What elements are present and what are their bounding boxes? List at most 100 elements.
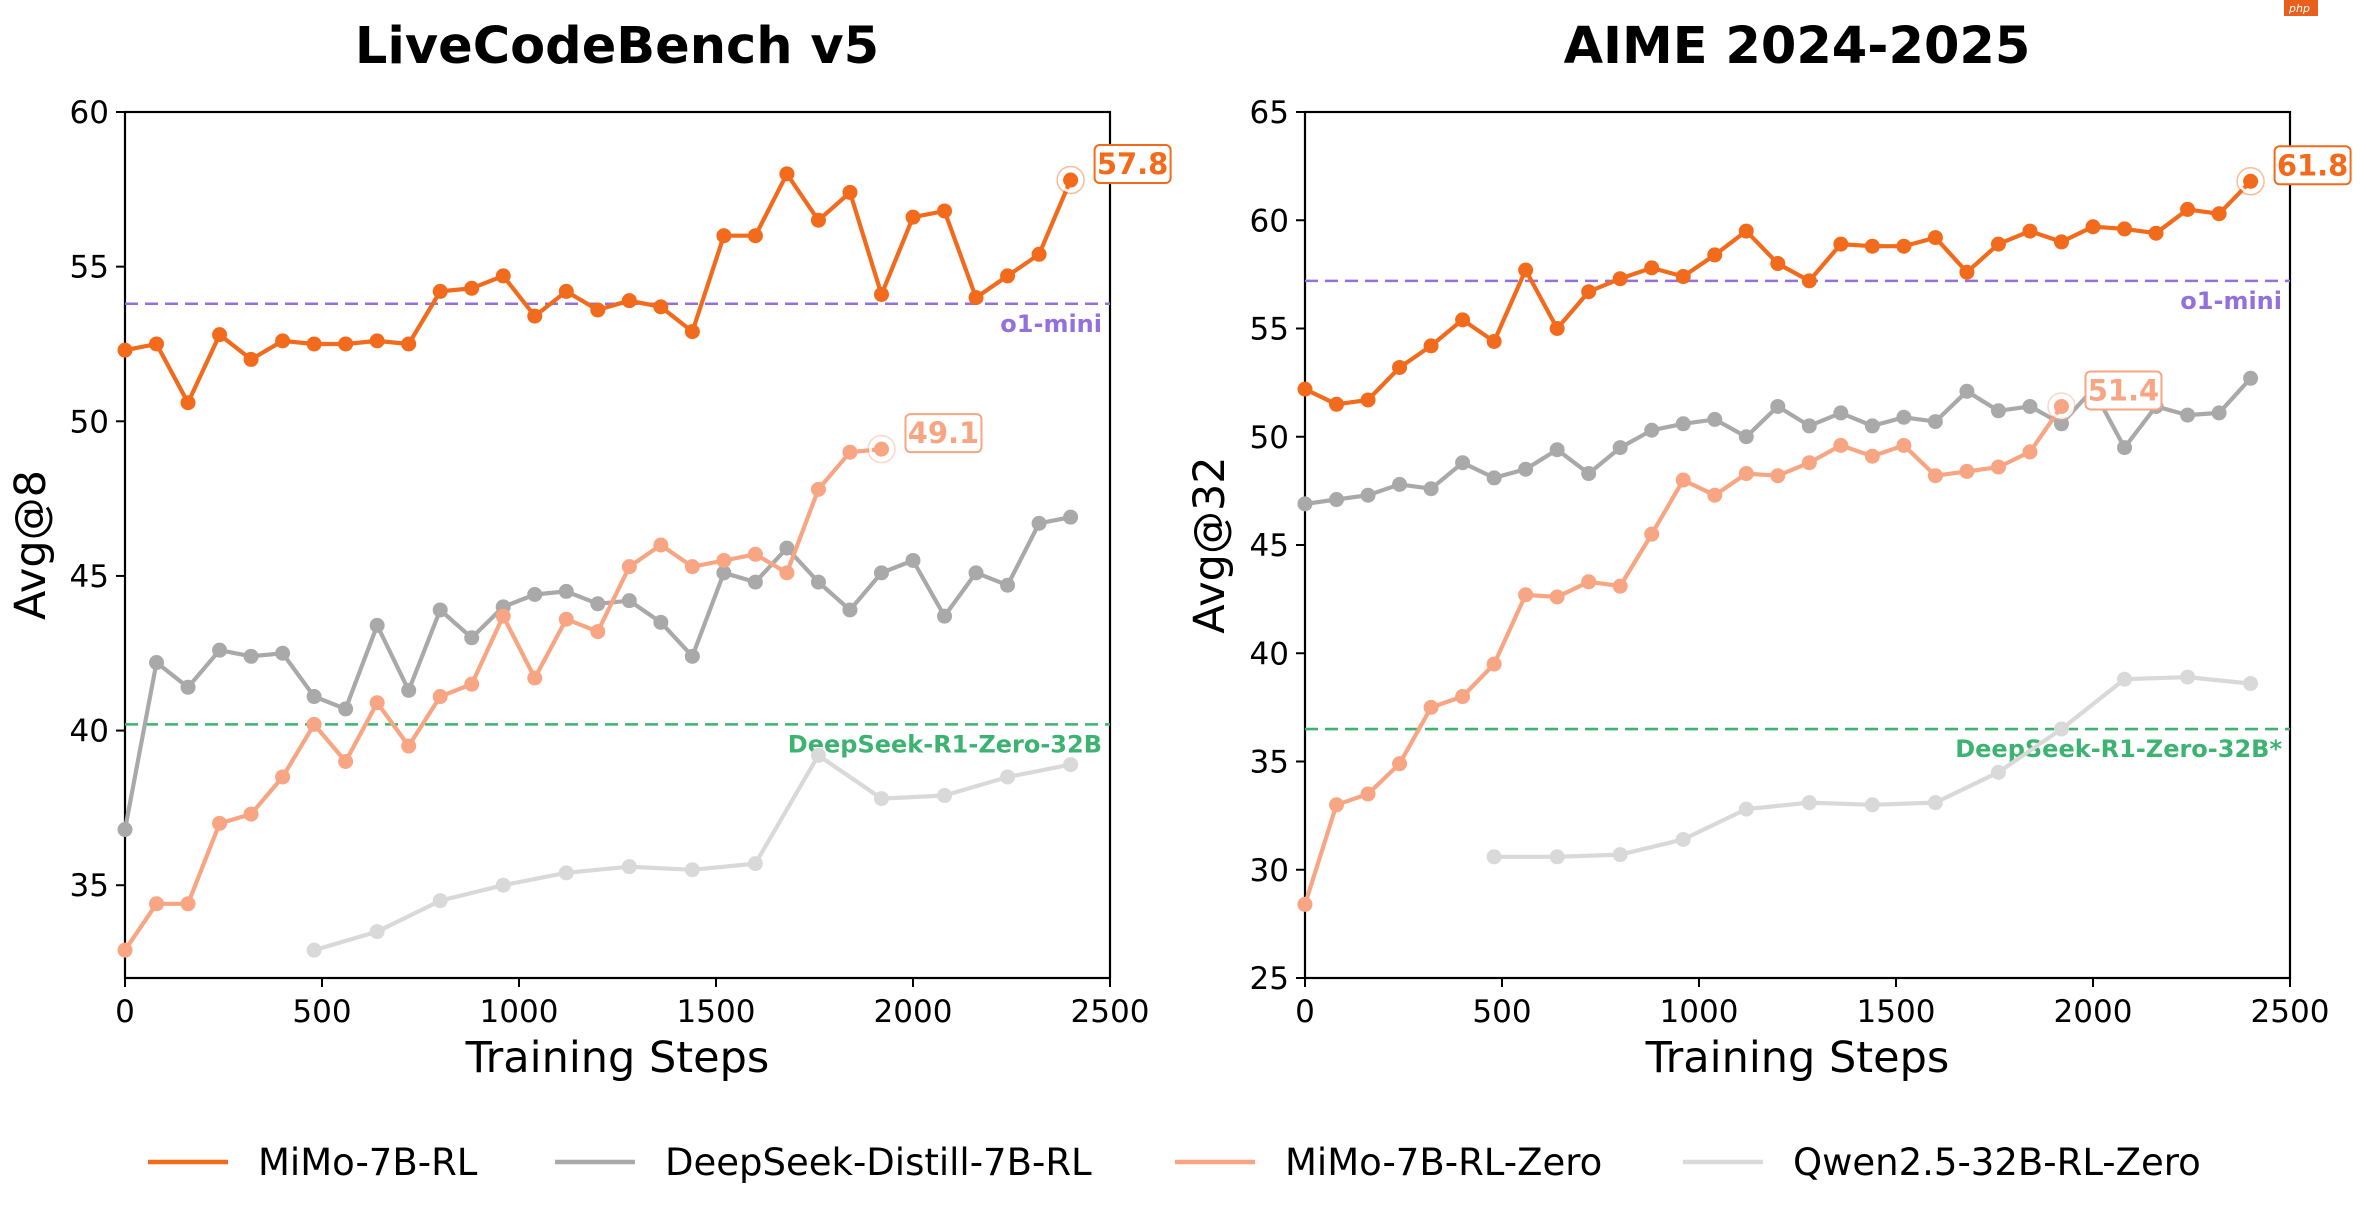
data-point bbox=[432, 893, 448, 909]
data-point bbox=[1864, 448, 1880, 464]
x-tick-label: 2000 bbox=[874, 994, 953, 1030]
y-tick-label: 60 bbox=[70, 95, 109, 131]
x-tick-label: 2000 bbox=[2054, 994, 2133, 1030]
end-value-box bbox=[2273, 145, 2352, 186]
data-point bbox=[149, 896, 165, 912]
data-point bbox=[338, 701, 354, 717]
data-point bbox=[401, 682, 417, 698]
data-point bbox=[2022, 398, 2038, 414]
data-point bbox=[1927, 230, 1943, 246]
y-tick-label: 65 bbox=[1250, 95, 1289, 131]
series-mimo-7b-rl-zero: 51.4 bbox=[1297, 370, 2163, 912]
data-point bbox=[905, 552, 921, 568]
legend-entry-deepseek-distill-7b-rl: DeepSeek-Distill-7B-RL bbox=[555, 1141, 1092, 1184]
end-point-highlight bbox=[2048, 393, 2074, 419]
data-point bbox=[464, 630, 480, 646]
data-point bbox=[1990, 403, 2006, 419]
data-point bbox=[1738, 466, 1754, 482]
data-point bbox=[937, 788, 953, 804]
y-tick-label: 25 bbox=[1250, 961, 1289, 997]
plot-frame bbox=[1303, 110, 2292, 980]
data-point bbox=[1959, 383, 1975, 399]
data-point bbox=[1486, 656, 1502, 672]
data-point bbox=[369, 924, 385, 940]
data-point bbox=[905, 209, 921, 225]
x-axis-label: Training Steps bbox=[1645, 1033, 1950, 1083]
data-point bbox=[2053, 398, 2069, 414]
data-point bbox=[1990, 236, 2006, 252]
data-point bbox=[716, 552, 732, 568]
chart-title: LiveCodeBench v5 bbox=[355, 17, 879, 76]
data-point bbox=[1360, 392, 1376, 408]
legend-label: MiMo-7B-RL bbox=[258, 1141, 478, 1184]
data-point bbox=[2117, 671, 2133, 687]
data-point bbox=[653, 537, 669, 553]
data-point bbox=[369, 695, 385, 711]
end-value-box bbox=[1093, 144, 1172, 185]
data-point bbox=[1959, 463, 1975, 479]
data-point bbox=[401, 738, 417, 754]
y-tick-label: 40 bbox=[70, 714, 109, 750]
data-point bbox=[842, 444, 858, 460]
data-point bbox=[1801, 455, 1817, 471]
legend-entry-mimo-7b-rl: MiMo-7B-RL bbox=[148, 1141, 478, 1184]
y-axis-label: Avg@32 bbox=[1185, 456, 1235, 633]
data-point bbox=[558, 611, 574, 627]
data-point bbox=[1833, 236, 1849, 252]
series-line bbox=[122, 171, 1073, 405]
data-point bbox=[810, 212, 826, 228]
data-point bbox=[1990, 764, 2006, 780]
data-point bbox=[842, 602, 858, 618]
data-point bbox=[275, 333, 291, 349]
data-point bbox=[464, 280, 480, 296]
data-point bbox=[1707, 411, 1723, 427]
data-point bbox=[684, 559, 700, 575]
data-point bbox=[1518, 587, 1534, 603]
data-point bbox=[306, 689, 322, 705]
data-point bbox=[243, 351, 259, 367]
data-point bbox=[495, 877, 511, 893]
data-point bbox=[1770, 256, 1786, 272]
data-point bbox=[873, 441, 889, 457]
data-point bbox=[1770, 398, 1786, 414]
data-point bbox=[2180, 407, 2196, 423]
data-point bbox=[937, 203, 953, 219]
data-point bbox=[779, 540, 795, 556]
data-point bbox=[1959, 264, 1975, 280]
data-point bbox=[1297, 496, 1313, 512]
data-point bbox=[873, 791, 889, 807]
data-point bbox=[1455, 312, 1471, 328]
data-point bbox=[873, 565, 889, 581]
data-point bbox=[401, 336, 417, 352]
series-mimo-7b-rl: 57.8 bbox=[117, 144, 1172, 411]
data-point bbox=[117, 822, 133, 838]
data-point bbox=[1927, 414, 1943, 430]
end-value-label: 51.4 bbox=[2088, 373, 2160, 407]
data-point bbox=[684, 324, 700, 340]
y-tick-label: 40 bbox=[1250, 636, 1289, 672]
data-point bbox=[810, 481, 826, 497]
x-tick-label: 1500 bbox=[1857, 994, 1936, 1030]
data-point bbox=[1644, 526, 1660, 542]
data-point bbox=[937, 608, 953, 624]
data-point bbox=[558, 283, 574, 299]
data-point bbox=[873, 286, 889, 302]
series-qwen2-5-32b-rl-zero bbox=[306, 747, 1079, 958]
chart-livecodebench: LiveCodeBench v5 0 500 1000 1500 2000 2500 35 40… bbox=[6, 17, 1172, 1083]
data-point bbox=[1000, 769, 1016, 785]
data-point bbox=[1581, 466, 1597, 482]
data-point bbox=[810, 747, 826, 763]
data-point bbox=[684, 862, 700, 878]
data-point bbox=[1675, 416, 1691, 432]
data-point bbox=[1738, 223, 1754, 239]
data-point bbox=[621, 593, 637, 609]
data-point bbox=[149, 336, 165, 352]
data-point bbox=[558, 865, 574, 881]
data-point bbox=[527, 308, 543, 324]
data-point bbox=[1031, 246, 1047, 262]
y-tick-label: 50 bbox=[70, 404, 109, 440]
data-point bbox=[1392, 359, 1408, 375]
data-point bbox=[1864, 418, 1880, 434]
data-point bbox=[842, 184, 858, 200]
data-point bbox=[747, 546, 763, 562]
